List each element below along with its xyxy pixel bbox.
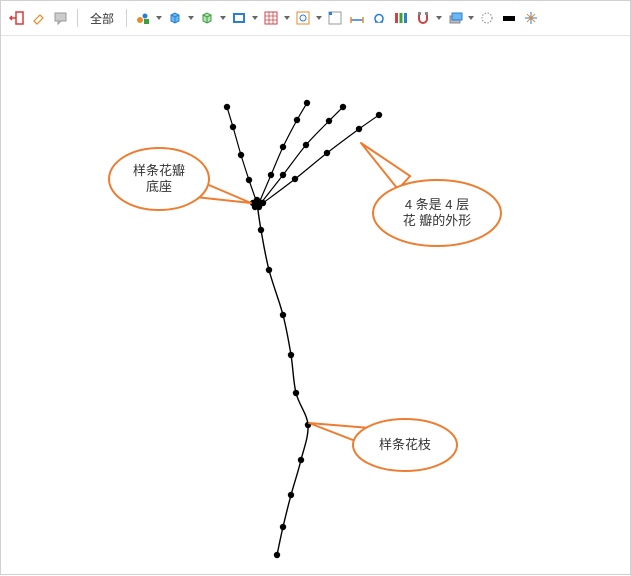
callout-text: 底座 <box>146 179 172 194</box>
axis-icon[interactable] <box>521 8 541 28</box>
callout-text: 花 瓣的外形 <box>403 213 472 228</box>
control-point[interactable] <box>258 227 264 233</box>
exit-icon[interactable] <box>7 8 27 28</box>
cube-alt-icon[interactable] <box>197 8 217 28</box>
corner-icon[interactable] <box>325 8 345 28</box>
control-point[interactable] <box>356 126 362 132</box>
cube-icon[interactable] <box>165 8 185 28</box>
control-point[interactable] <box>340 104 346 110</box>
grid-icon[interactable] <box>261 8 281 28</box>
control-point[interactable] <box>326 118 332 124</box>
toolbar-separator <box>126 9 127 27</box>
control-point[interactable] <box>230 124 236 130</box>
comment-icon[interactable] <box>51 8 71 28</box>
control-point[interactable] <box>252 204 258 210</box>
dropdown-icon[interactable] <box>251 8 259 28</box>
dropdown-icon[interactable] <box>467 8 475 28</box>
control-point[interactable] <box>324 150 330 156</box>
control-point[interactable] <box>246 177 252 183</box>
layer-icon[interactable] <box>445 8 465 28</box>
line-weight-icon[interactable] <box>499 8 519 28</box>
callout-text: 样条花瓣 <box>133 163 185 178</box>
control-point[interactable] <box>280 172 286 178</box>
control-point[interactable] <box>280 524 286 530</box>
control-point[interactable] <box>303 142 309 148</box>
control-point[interactable] <box>266 267 272 273</box>
select-circle-icon[interactable] <box>477 8 497 28</box>
control-point[interactable] <box>280 144 286 150</box>
dropdown-icon[interactable] <box>187 8 195 28</box>
control-point[interactable] <box>274 552 280 558</box>
control-point[interactable] <box>288 492 294 498</box>
callout-tail <box>361 143 410 189</box>
control-point[interactable] <box>304 100 310 106</box>
dropdown-icon[interactable] <box>315 8 323 28</box>
tool-icon-1[interactable] <box>133 8 153 28</box>
all-button[interactable]: 全部 <box>84 10 120 27</box>
measure-icon[interactable] <box>347 8 367 28</box>
callout-text: 4 条是 4 层 <box>405 197 469 212</box>
drawing-canvas[interactable]: 样条花瓣底座 4 条是 4 层花 瓣的外形样条花枝 <box>1 35 631 576</box>
dropdown-icon[interactable] <box>283 8 291 28</box>
bars-icon[interactable] <box>391 8 411 28</box>
dropdown-icon[interactable] <box>219 8 227 28</box>
control-point[interactable] <box>294 117 300 123</box>
control-point[interactable] <box>292 176 298 182</box>
app-root: 全部 <box>0 0 631 575</box>
control-point[interactable] <box>268 172 274 178</box>
dropdown-icon[interactable] <box>155 8 163 28</box>
control-point[interactable] <box>224 104 230 110</box>
magnet-icon[interactable] <box>413 8 433 28</box>
control-point[interactable] <box>376 112 382 118</box>
toolbar-separator <box>77 9 78 27</box>
control-point[interactable] <box>288 352 294 358</box>
control-point[interactable] <box>238 152 244 158</box>
stem-curve[interactable] <box>257 203 308 555</box>
target-icon[interactable] <box>293 8 313 28</box>
omega-icon[interactable] <box>369 8 389 28</box>
callout-text: 样条花枝 <box>379 437 431 452</box>
control-point[interactable] <box>298 457 304 463</box>
toolbar: 全部 <box>1 1 630 36</box>
dropdown-icon[interactable] <box>435 8 443 28</box>
control-point[interactable] <box>293 390 299 396</box>
rect-icon[interactable] <box>229 8 249 28</box>
eraser-icon[interactable] <box>29 8 49 28</box>
control-point[interactable] <box>280 312 286 318</box>
